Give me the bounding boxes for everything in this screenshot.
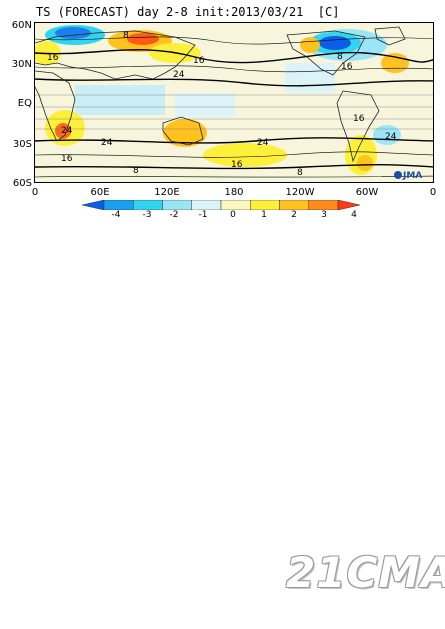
shade-darkblue-n-america [319,36,351,50]
colorbar-cell [103,200,134,210]
coastline-greenland [374,26,406,46]
colorbar-tick-label: -4 [111,210,121,220]
lon-label-120e: 120E [154,187,180,198]
contour-label: 24 [385,132,397,142]
map-canvas: 8 16 16 24 8 16 16 24 24 16 24 24 16 8 8 [35,25,433,178]
lon-label-0-east: 0 [429,187,437,198]
contour-label: 16 [353,114,365,124]
colorbar-cell [337,200,360,210]
colorbar-cells [82,200,360,210]
contour-label: 24 [257,138,269,148]
contour-line-1 [35,36,433,45]
contour-label: 16 [61,154,73,164]
shade-cyan-pacific [285,63,335,93]
temperature-anomaly-map: 8 16 16 24 8 16 16 24 24 16 24 24 16 8 8 [34,22,434,183]
watermark-text: 21CMA [286,548,445,597]
plot-title: TS (FORECAST) day 2-8 init:2013/03/21 [C… [36,5,340,19]
colorbar-tick-label: 0 [230,210,236,220]
contour-label: 16 [47,53,59,63]
lat-label-eq: EQ [17,98,32,109]
contour-line-2 [35,49,433,64]
contour-label: 8 [123,31,129,41]
colorbar-tick-label: 4 [351,210,357,220]
colorbar-tick-label: 1 [261,210,267,220]
contour-label: 8 [133,166,139,176]
contour-label: 8 [297,168,303,178]
shade-red-africa [55,123,71,139]
lat-label-30s: 30S [12,139,32,150]
colorbar-tick-label: 2 [291,210,297,220]
jma-logo-text: JMA [403,171,423,181]
contour-line-5 [35,137,433,144]
colorbar-cell [279,200,309,210]
coastline-south-america [336,90,380,163]
coastline-africa [35,70,76,142]
contour-label: 24 [101,138,113,148]
shade-darkblue-siberia [55,27,91,39]
contour-line-6 [35,151,433,158]
lon-label-60w: 60W [355,187,379,198]
lat-label-30n: 30N [11,59,32,70]
shade-orange-australia [163,119,207,147]
coastlines [35,26,406,163]
lon-label-180: 180 [224,187,244,198]
contour-label: 16 [193,56,205,66]
colorbar-cell [162,200,192,210]
anomaly-shading [35,25,409,175]
shade-cyan-tropics-2 [175,93,235,117]
contour-label: 16 [341,62,353,72]
colorbar-cell [133,200,163,210]
lon-label-60e: 60E [90,187,110,198]
shade-yellow-s-pacific [203,143,287,167]
coastline-eurasia [35,30,196,80]
colorbar-cell [82,200,105,210]
shade-orange-s-america [357,155,373,171]
jma-logo: JMA [394,171,422,181]
colorbar-tick-label: 3 [321,210,327,220]
colorbar [82,200,360,210]
colorbar-cell [191,200,222,210]
lon-label-0: 0 [31,187,39,198]
colorbar-tick-label: -1 [198,210,208,220]
colorbar-cell [308,200,339,210]
shade-red-asia [127,33,159,45]
lon-label-120w: 120W [285,187,315,198]
coastline-australia [162,116,204,146]
contour-line-8 [35,175,433,178]
contour-line-3 [35,65,433,73]
coastline-north-america [286,30,366,76]
colorbar-cell [220,200,251,210]
contour-labels: 8 16 16 24 8 16 16 24 24 16 24 24 16 8 8 [47,31,397,178]
contour-line-7 [35,163,433,170]
contour-label: 24 [61,126,73,136]
contour-label: 8 [337,52,343,62]
colorbar-tick-label: -2 [169,210,179,220]
contour-label: 24 [173,70,185,80]
lat-label-60s: 60S [12,178,32,189]
contour-line-4 [35,78,433,87]
shade-orange-n-pacific [300,37,320,53]
colorbar-tick-label: -3 [142,210,152,220]
shade-cyan-tropics-1 [75,85,165,115]
lat-label-60n: 60N [11,20,32,31]
contour-label: 16 [231,160,243,170]
jma-logo-icon [394,171,402,179]
colorbar-cell [250,200,280,210]
